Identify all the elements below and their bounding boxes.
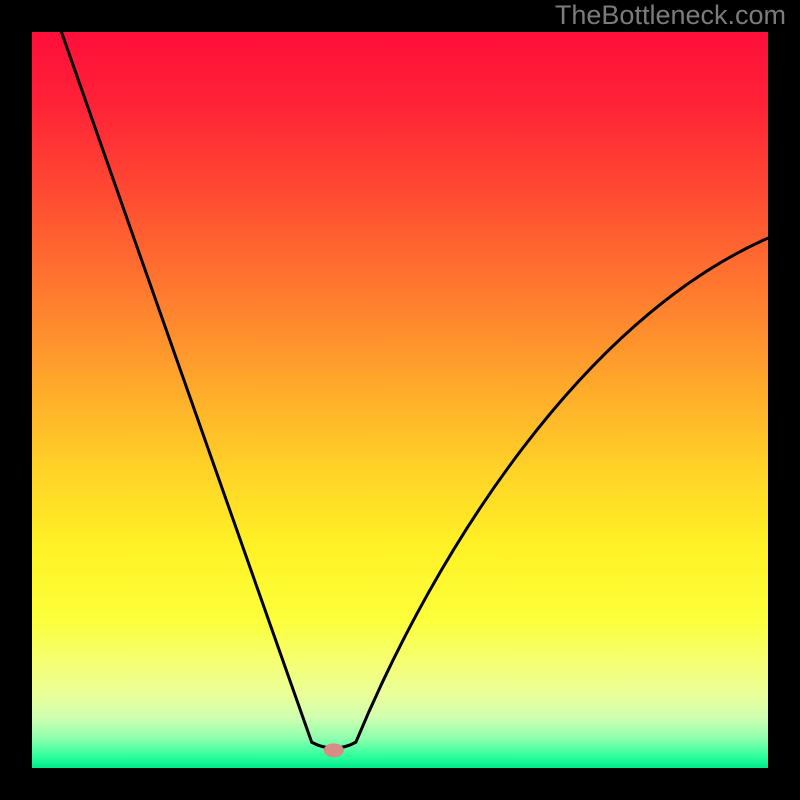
chart-frame: TheBottleneck.com [0, 0, 800, 800]
watermark-label: TheBottleneck.com [555, 0, 786, 31]
chart-background [32, 32, 768, 768]
optimal-point-marker [324, 743, 344, 757]
bottleneck-curve-chart [32, 32, 768, 768]
